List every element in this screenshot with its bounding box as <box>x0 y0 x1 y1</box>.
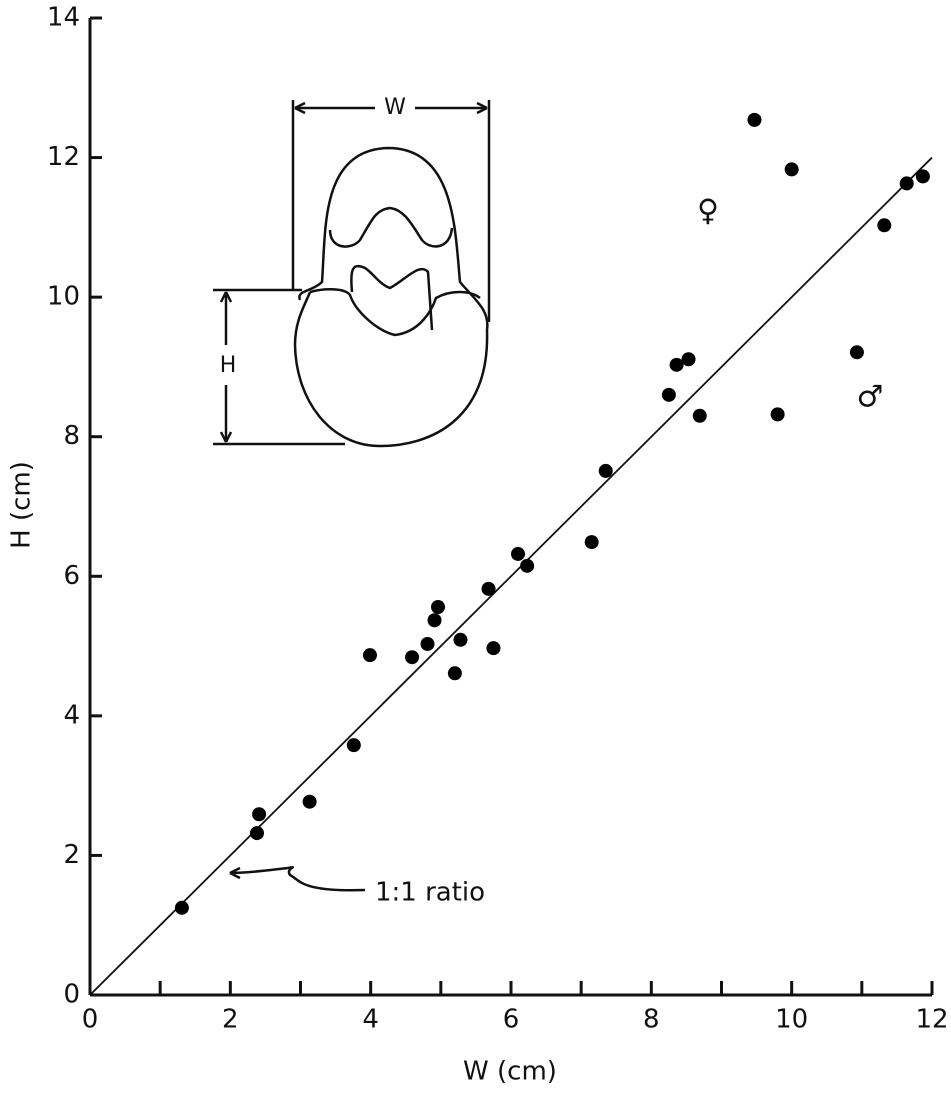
point <box>249 826 264 841</box>
x-tick-label: 10 <box>775 1005 808 1035</box>
point <box>486 641 501 656</box>
point <box>584 535 599 550</box>
x-tick-label: 0 <box>82 1005 99 1035</box>
point <box>252 807 267 822</box>
point <box>692 408 707 423</box>
male-symbol: ♂ <box>857 380 884 415</box>
point <box>447 666 462 681</box>
point <box>302 794 317 809</box>
point <box>899 176 914 191</box>
point <box>770 407 785 422</box>
x-axis-label: W (cm) <box>463 1057 557 1087</box>
point <box>481 581 496 596</box>
point <box>174 900 189 915</box>
x-tick-label: 8 <box>643 1005 660 1035</box>
y-tick-label: 14 <box>47 3 80 33</box>
point <box>520 558 535 573</box>
point <box>661 387 676 402</box>
inset-diagram <box>213 100 491 892</box>
point <box>877 218 892 233</box>
point <box>346 738 361 753</box>
point <box>453 632 468 647</box>
inset-width-label: W <box>384 95 406 120</box>
reference-line <box>89 156 933 996</box>
point <box>511 546 526 561</box>
x-tick-label: 6 <box>503 1005 520 1035</box>
inset-height-label: H <box>220 353 237 378</box>
point <box>669 357 684 372</box>
x-tick-label: 12 <box>915 1005 948 1035</box>
point <box>915 169 930 184</box>
point <box>362 648 377 663</box>
point <box>405 650 420 665</box>
point <box>420 636 435 651</box>
y-axis-label: H (cm) <box>7 461 37 549</box>
x-tick-label: 2 <box>222 1005 239 1035</box>
x-tick-label: 4 <box>362 1005 379 1035</box>
y-tick-label: 12 <box>47 142 80 172</box>
point <box>784 162 799 177</box>
point <box>598 463 613 478</box>
reference-line-label: 1:1 ratio <box>375 878 485 908</box>
y-tick-label: 4 <box>63 700 80 730</box>
point <box>849 345 864 360</box>
y-tick-label: 6 <box>63 561 80 591</box>
y-tick-label: 2 <box>63 840 80 870</box>
point <box>747 112 762 127</box>
point <box>431 599 446 614</box>
y-tick-label: 0 <box>63 980 80 1010</box>
female-symbol: ♀ <box>697 194 719 229</box>
point <box>681 352 696 367</box>
point <box>427 613 442 628</box>
y-tick-label: 10 <box>47 282 80 312</box>
y-tick-label: 8 <box>63 421 80 451</box>
